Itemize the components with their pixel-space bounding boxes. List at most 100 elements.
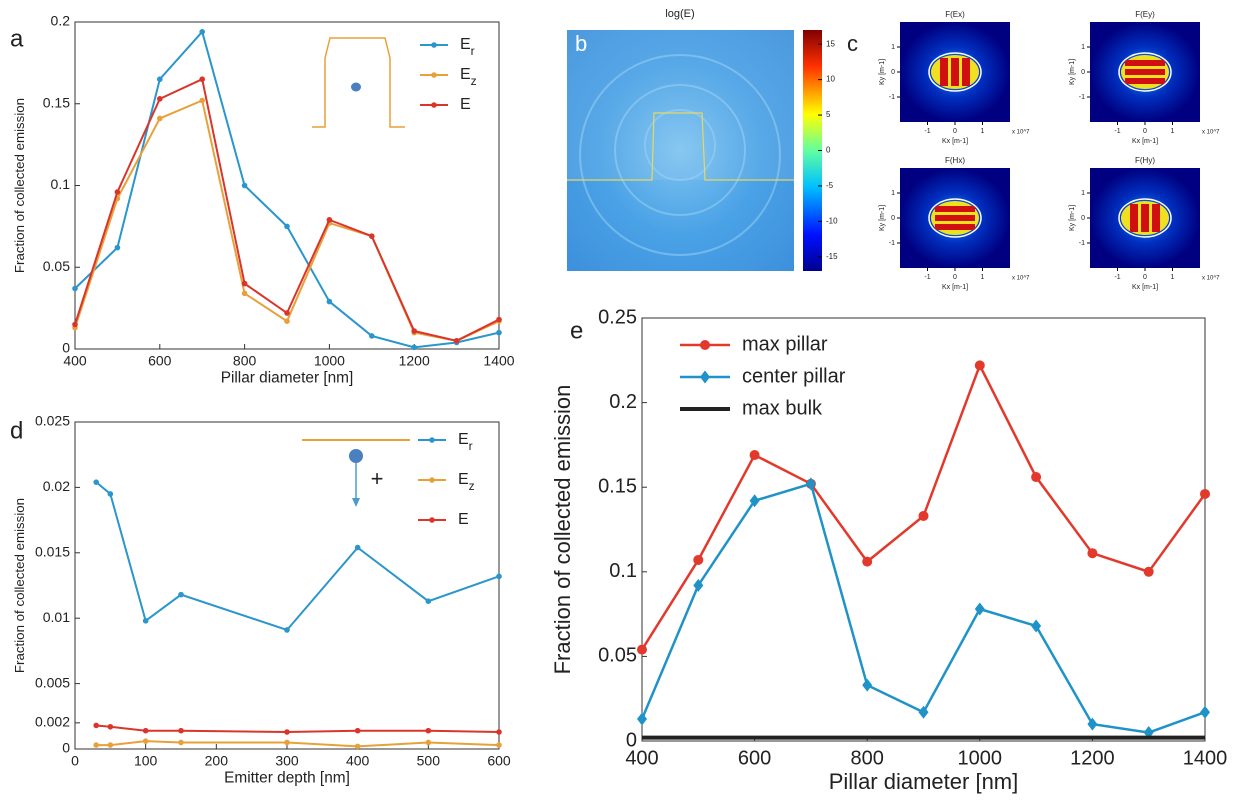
y-tick-label: 0	[891, 215, 895, 222]
data-point	[107, 742, 114, 748]
x-tick-label: -1	[924, 128, 930, 135]
data-point	[354, 544, 361, 551]
legend-label: E	[460, 96, 471, 113]
x-tick-label: 0	[1143, 128, 1147, 135]
na-circle	[1118, 52, 1172, 92]
y-axis-label: Fraction of collected emission	[12, 498, 27, 673]
y-tick-label: 0.15	[43, 94, 70, 110]
data-point	[496, 316, 502, 323]
pillar-outline	[567, 112, 794, 181]
data-point	[326, 298, 333, 305]
data-point	[114, 189, 121, 195]
colorbar-tick-label: 0	[826, 146, 831, 155]
x-axis-label: Pillar diameter [nm]	[221, 369, 354, 386]
na-circle	[928, 198, 982, 238]
y-tick-label: -1	[1079, 94, 1085, 101]
data-point	[72, 285, 78, 292]
x-tick-label: 0	[71, 752, 79, 768]
data-point	[157, 96, 163, 102]
y-tick-label: 0.2	[609, 391, 637, 413]
colorbar-tick-label: 15	[826, 39, 835, 48]
na-circle	[1118, 198, 1172, 238]
data-point	[354, 743, 361, 750]
series-line	[640, 482, 1206, 734]
y-tick-label: 0	[62, 740, 70, 756]
series-line	[74, 77, 500, 342]
data-point	[805, 477, 816, 491]
x-tick-label: 1400	[1183, 747, 1228, 769]
x-axis-label: Kx [m-1]	[942, 138, 968, 145]
legend-marker	[700, 340, 710, 350]
data-point	[178, 727, 184, 734]
x-tick-label: -1	[924, 274, 930, 281]
x-tick-label: 1000	[958, 747, 1003, 769]
data-point	[114, 244, 121, 251]
subplot-title: F(Hx)	[945, 156, 965, 165]
data-point	[284, 318, 290, 325]
data-point	[284, 310, 290, 316]
fourier-stripe	[962, 58, 970, 86]
panel-label: b	[575, 31, 587, 56]
x-tick-label: 600	[487, 752, 511, 768]
y-tick-label: 0	[62, 340, 70, 356]
y-tick-label: -1	[889, 94, 895, 101]
x-tick-label: 1400	[483, 352, 514, 368]
fourier-stripe	[1152, 204, 1160, 232]
fourier-stripe	[951, 58, 959, 86]
data-point	[199, 29, 205, 35]
legend-marker	[700, 370, 710, 384]
subplot-title: F(Hy)	[1135, 156, 1155, 165]
y-tick-label: 0.01	[43, 609, 70, 625]
data-point	[93, 742, 99, 748]
legend-marker	[431, 72, 437, 78]
image-title: log(E)	[665, 8, 694, 20]
legend-label: max bulk	[742, 397, 823, 419]
x-tick-label: 1	[981, 274, 985, 281]
data-point	[749, 494, 760, 508]
fourier-stripe	[935, 224, 975, 230]
x-tick-label: 100	[134, 752, 158, 768]
inset-arrowhead	[352, 498, 360, 507]
data-point	[107, 723, 114, 730]
data-point	[425, 727, 432, 734]
y-tick-label: 1	[1081, 190, 1085, 197]
data-point	[199, 76, 205, 83]
legend-label: Ez	[460, 66, 477, 88]
data-point	[93, 722, 99, 729]
axis-multiplier: x 10^7	[1012, 276, 1030, 282]
y-tick-label: 0	[891, 69, 895, 76]
series-line	[96, 740, 500, 748]
plot-frame	[641, 317, 1206, 742]
data-point	[142, 727, 149, 734]
data-point	[411, 344, 418, 351]
legend-label: Er	[458, 431, 473, 453]
panel-label: e	[570, 317, 583, 344]
x-tick-label: 0	[953, 128, 957, 135]
colorbar	[803, 30, 822, 271]
axis-multiplier: x 10^7	[1012, 130, 1030, 136]
y-axis-label: Ky [m-1]	[1069, 59, 1076, 85]
legend-label: center pillar	[742, 365, 846, 387]
y-tick-label: -1	[1079, 240, 1085, 247]
data-point	[178, 591, 184, 598]
data-point	[142, 618, 149, 624]
legend-marker	[431, 102, 437, 108]
data-point	[72, 321, 78, 328]
x-tick-label: -1	[1114, 128, 1120, 135]
data-point	[1031, 472, 1042, 483]
data-point	[974, 602, 985, 616]
series-line	[74, 99, 500, 342]
x-tick-label: 600	[738, 747, 771, 769]
data-point	[1087, 548, 1098, 559]
data-point	[142, 738, 149, 744]
x-tick-label: 1000	[314, 352, 345, 368]
data-point	[241, 290, 248, 297]
data-point	[284, 729, 290, 735]
y-tick-label: 1	[1081, 44, 1085, 51]
y-tick-label: -1	[889, 240, 895, 247]
y-tick-label: 0.025	[35, 413, 70, 429]
data-point	[496, 742, 502, 748]
y-tick-label: 0.02	[43, 478, 70, 494]
y-axis-label: Ky [m-1]	[879, 59, 886, 85]
